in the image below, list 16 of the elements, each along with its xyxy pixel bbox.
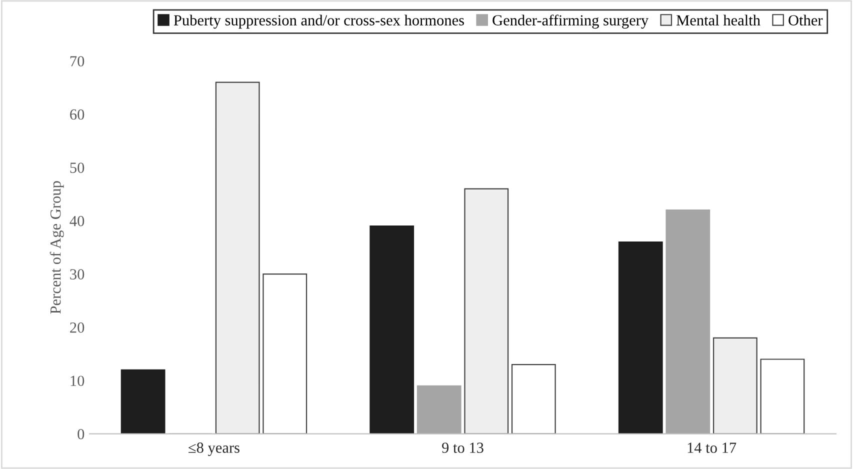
- x-tick-label: ≤8 years: [188, 442, 240, 456]
- legend-label: Puberty suppression and/or cross-sex hormones: [174, 14, 464, 29]
- y-tick-label: 50: [70, 162, 84, 173]
- y-tick-label: 20: [70, 322, 84, 333]
- y-tick-label: 60: [70, 109, 84, 120]
- y-tick-label: 0: [78, 428, 84, 440]
- y-tick-label: 10: [70, 376, 84, 386]
- x-tick-label: 14 to 17: [688, 442, 736, 453]
- y-tick-label: 30: [70, 269, 84, 280]
- y-axis-title: Percent of Age Group: [50, 181, 64, 314]
- legend-label: Mental health: [676, 14, 760, 26]
- x-tick-label: 9 to 13: [442, 442, 484, 453]
- y-tick-label: 70: [70, 56, 84, 66]
- y-tick-label: 40: [70, 216, 84, 226]
- legend-label: Gender-affirming surgery: [492, 14, 649, 29]
- legend-label: Other: [788, 14, 823, 26]
